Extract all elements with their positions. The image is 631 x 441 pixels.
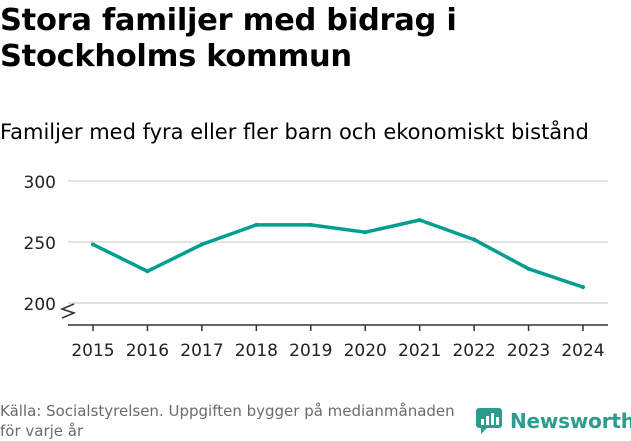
x-tick-label: 2020 xyxy=(344,341,387,361)
data-point-2020 xyxy=(363,230,368,235)
source-note: Källa: Socialstyrelsen. Uppgiften bygger… xyxy=(0,402,455,440)
data-point-2015 xyxy=(91,242,95,247)
newsworthy-logo-icon xyxy=(476,408,502,434)
x-tick-label: 2021 xyxy=(398,341,441,361)
x-tick-label: 2017 xyxy=(180,341,223,361)
data-point-2017 xyxy=(199,242,204,247)
data-point-2022 xyxy=(472,237,477,242)
y-tick-label: 250 xyxy=(24,234,56,254)
data-point-2021 xyxy=(417,218,422,223)
x-tick-label: 2015 xyxy=(71,341,114,361)
brand-name: Newsworthy xyxy=(510,409,631,433)
data-point-2024 xyxy=(581,285,585,290)
chart-title: Stora familjer med bidrag i Stockholms k… xyxy=(0,3,457,74)
x-tick-label: 2024 xyxy=(561,341,604,361)
data-point-2016 xyxy=(145,269,150,274)
x-tick-label: 2019 xyxy=(289,341,332,361)
series-line xyxy=(91,218,585,289)
data-point-2018 xyxy=(254,222,259,227)
chart-subtitle: Familjer med fyra eller fler barn och ek… xyxy=(0,120,589,144)
x-tick-label: 2018 xyxy=(235,341,278,361)
data-point-2023 xyxy=(526,266,531,271)
y-tick-label: 200 xyxy=(24,295,56,315)
x-tick-label: 2022 xyxy=(452,341,495,361)
x-tick-label: 2023 xyxy=(507,341,550,361)
y-tick-label: 300 xyxy=(24,173,56,193)
axis-break-icon xyxy=(59,303,77,319)
data-point-2019 xyxy=(308,222,313,227)
x-tick-label: 2016 xyxy=(126,341,169,361)
brand-logo: Newsworthy xyxy=(476,408,631,434)
